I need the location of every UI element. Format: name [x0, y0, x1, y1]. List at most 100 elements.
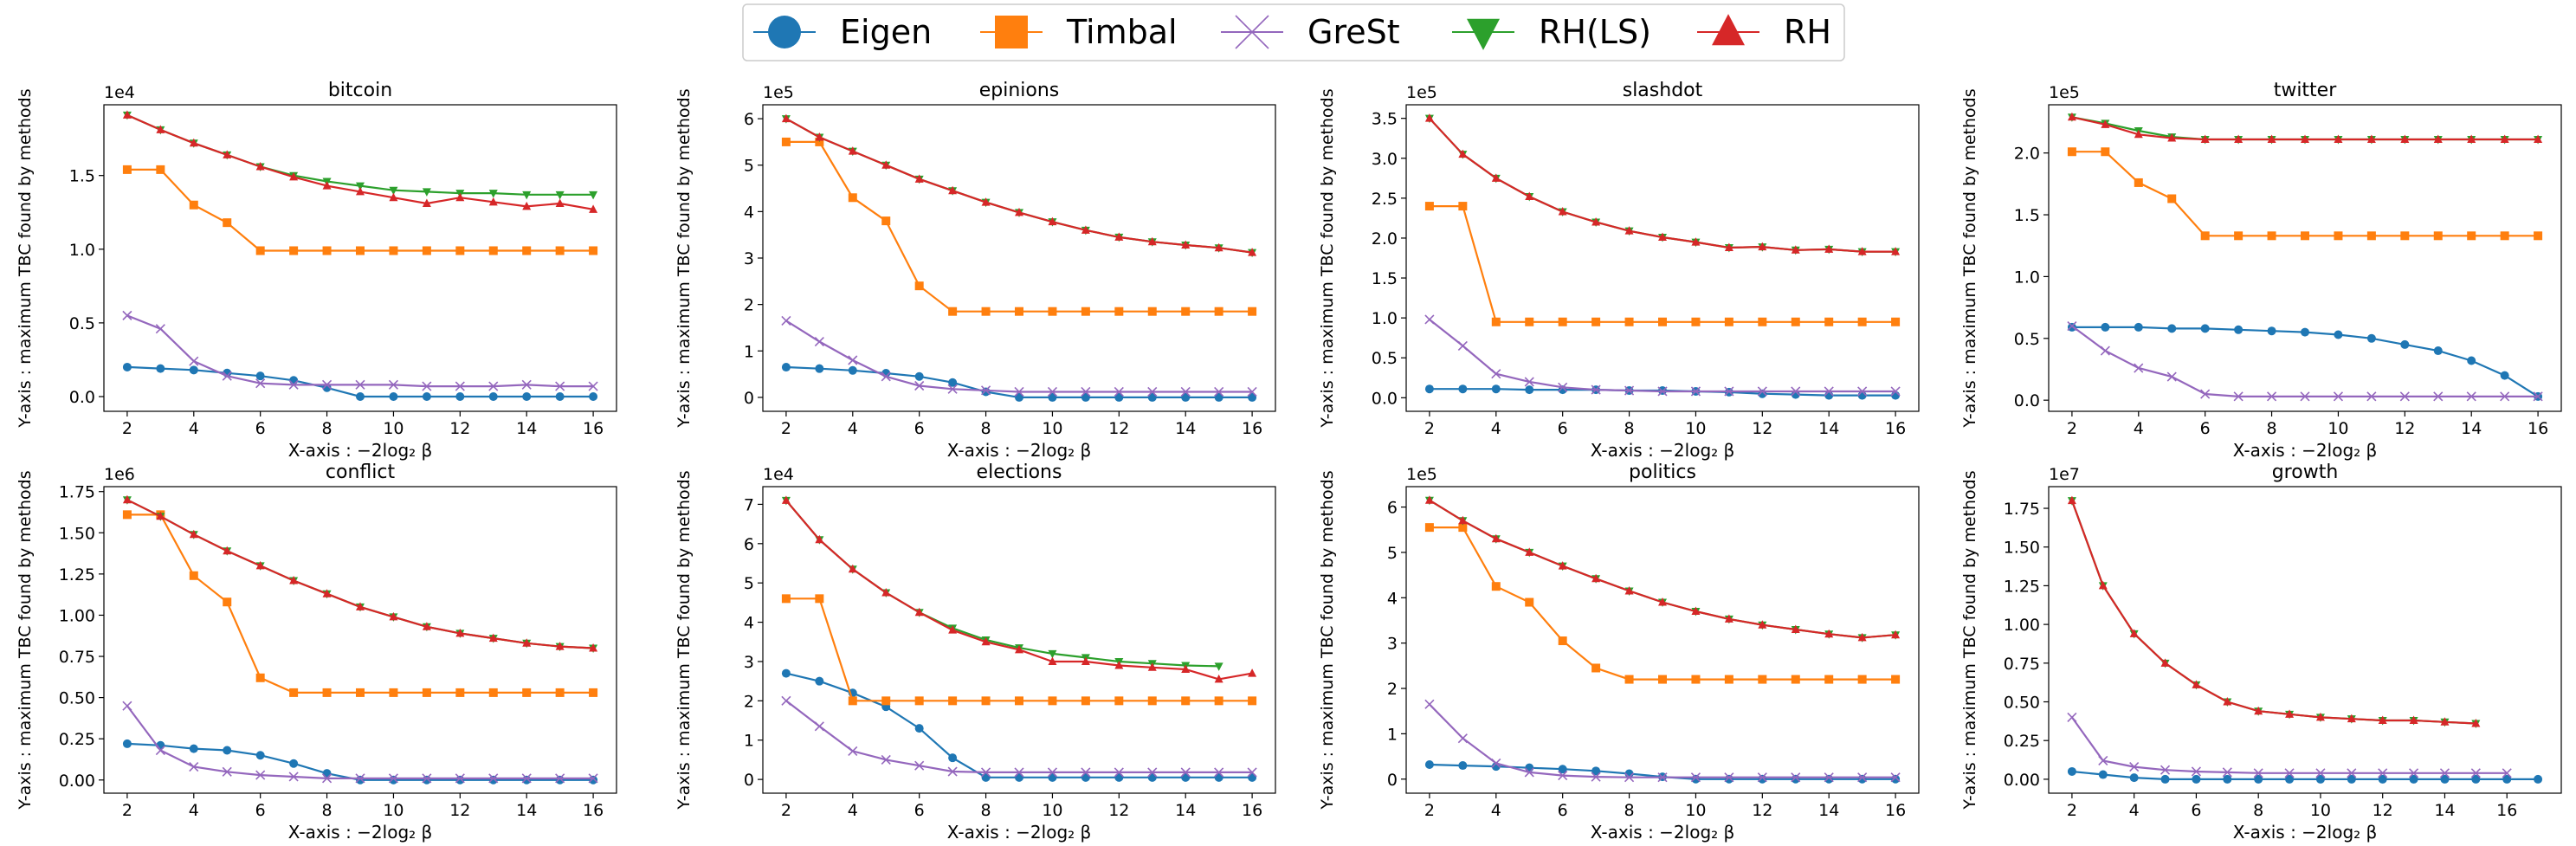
axes-frame	[103, 486, 617, 794]
data-point-eigen	[914, 371, 924, 381]
data-point-grest	[2200, 389, 2211, 399]
data-point-rh	[2167, 133, 2177, 142]
x-tick-label: 10	[1042, 419, 1062, 438]
data-point-grest	[1457, 733, 1468, 744]
data-point-timbal	[948, 307, 958, 316]
y-tick-label: 1.5	[1372, 269, 1398, 288]
series-line-rh	[1429, 117, 1896, 253]
data-point-grest	[947, 384, 958, 394]
data-point-eigen	[2129, 773, 2139, 783]
data-point-grest-stroke-b	[1147, 767, 1158, 778]
data-point-rh	[1147, 662, 1157, 671]
series-grest	[122, 701, 598, 784]
y-axis-label: Y-axis : maximum TBC found by methods	[16, 88, 35, 428]
data-point-grest-stroke-b	[255, 770, 266, 780]
x-tick-label: 2	[1424, 419, 1435, 438]
data-point-rh	[156, 511, 165, 520]
data-point-grest	[1791, 772, 1801, 783]
data-point-grest-stroke-b	[1791, 772, 1801, 783]
series-rh	[1424, 113, 1901, 255]
x-tick-label: 16	[1242, 801, 1262, 820]
legend-entry-eigen: Eigen	[753, 13, 932, 51]
data-point-rh	[1491, 533, 1501, 543]
series-line-grest	[1429, 319, 1896, 393]
series-layer	[2067, 112, 2543, 402]
data-point-timbal	[1724, 317, 1733, 326]
legend-marker-timbal	[995, 16, 1028, 48]
data-point-eigen	[914, 724, 924, 733]
data-point-grest	[781, 695, 791, 706]
series-timbal	[781, 137, 1257, 316]
data-point-grest-stroke-b	[1491, 369, 1501, 379]
data-point-grest-stroke-b	[122, 701, 132, 711]
data-point-timbal	[1048, 696, 1057, 706]
data-point-grest	[2100, 346, 2110, 356]
data-point-timbal	[522, 246, 532, 255]
series-grest	[781, 695, 1257, 778]
data-point-grest-stroke-b	[2200, 389, 2211, 399]
data-point-grest	[2409, 768, 2419, 778]
legend-label-grest: GreSt	[1307, 13, 1400, 51]
data-point-grest	[588, 773, 598, 784]
series-timbal	[1424, 202, 1901, 326]
data-point-grest	[521, 379, 532, 390]
data-point-grest	[189, 356, 199, 366]
data-point-grest	[848, 746, 858, 757]
data-point-grest	[1014, 767, 1024, 778]
data-point-timbal	[422, 688, 431, 697]
data-point-rh	[2400, 134, 2410, 143]
x-tick-label: 4	[189, 801, 199, 820]
legend-label-timbal: Timbal	[1066, 13, 1178, 51]
axes-frame	[103, 104, 617, 412]
data-point-timbal	[2366, 231, 2376, 241]
data-point-rh	[981, 636, 991, 646]
data-point-grest-stroke-b	[1757, 772, 1767, 783]
data-point-grest	[2300, 391, 2310, 402]
data-point-eigen	[488, 391, 498, 401]
data-point-eigen	[122, 362, 132, 371]
data-point-rh	[1591, 217, 1601, 226]
y-tick-label: 3	[744, 653, 754, 672]
data-point-rh	[848, 564, 857, 573]
data-point-grest-stroke-b	[288, 772, 299, 782]
data-point-grest	[1690, 772, 1701, 783]
data-point-grest-stroke-b	[1524, 767, 1534, 778]
subplot-slashdot: slashdot 1e5 2 4 6 8 10 12 14 16 0.0 0.5 1.0 1.5 2.0 2.…	[1318, 80, 1920, 461]
data-point-timbal	[2234, 231, 2244, 241]
data-point-grest	[1890, 386, 1901, 397]
data-point-grest	[488, 773, 499, 784]
data-point-eigen	[2200, 324, 2210, 333]
data-point-grest	[1890, 772, 1901, 783]
data-point-timbal	[1658, 675, 1667, 684]
data-point-grest-stroke-b	[2466, 391, 2476, 402]
data-point-grest-stroke-b	[555, 773, 565, 784]
data-point-eigen	[589, 775, 598, 785]
data-point-rh	[2467, 134, 2476, 143]
y-tick-label: 0.00	[2004, 771, 2040, 790]
data-point-grest-stroke-b	[848, 746, 858, 757]
x-tick-label: 8	[1624, 419, 1635, 438]
series-rh-ls	[122, 111, 598, 200]
y-tick-label: 2.0	[1372, 229, 1398, 249]
series-timbal	[1424, 523, 1901, 684]
x-axis-label: X-axis : −2log₂ β	[1591, 822, 1735, 843]
data-point-eigen	[1458, 761, 1468, 771]
data-point-timbal	[455, 688, 465, 697]
legend-entry-timbal: Timbal	[980, 13, 1178, 51]
y-tick-label: 0.5	[1372, 349, 1398, 368]
data-point-timbal	[223, 218, 232, 228]
data-point-grest	[155, 745, 165, 756]
data-point-grest	[947, 766, 958, 777]
data-point-grest	[848, 355, 858, 365]
data-point-eigen	[1424, 384, 1434, 394]
x-tick-label: 2	[781, 801, 791, 820]
data-point-timbal	[1624, 317, 1634, 326]
data-point-rh	[122, 494, 132, 504]
data-point-eigen	[255, 751, 265, 760]
data-point-eigen	[1724, 774, 1733, 784]
data-point-grest-stroke-b	[155, 745, 165, 756]
data-point-rh	[2433, 134, 2443, 143]
data-point-eigen	[2167, 324, 2177, 333]
data-point-grest-stroke-b	[2160, 765, 2171, 775]
series-line-rh-ls	[2070, 500, 2476, 725]
